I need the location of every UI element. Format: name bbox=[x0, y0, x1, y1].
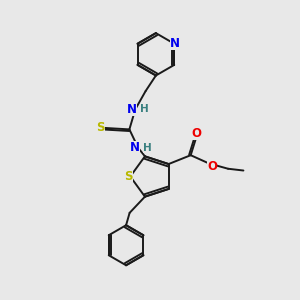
Text: N: N bbox=[170, 37, 180, 50]
Text: O: O bbox=[191, 127, 201, 140]
Text: H: H bbox=[140, 104, 149, 114]
Text: N: N bbox=[127, 103, 137, 116]
Text: H: H bbox=[143, 143, 152, 153]
Text: S: S bbox=[124, 170, 133, 183]
Text: O: O bbox=[207, 160, 217, 173]
Text: S: S bbox=[97, 122, 105, 134]
Text: N: N bbox=[130, 141, 140, 154]
